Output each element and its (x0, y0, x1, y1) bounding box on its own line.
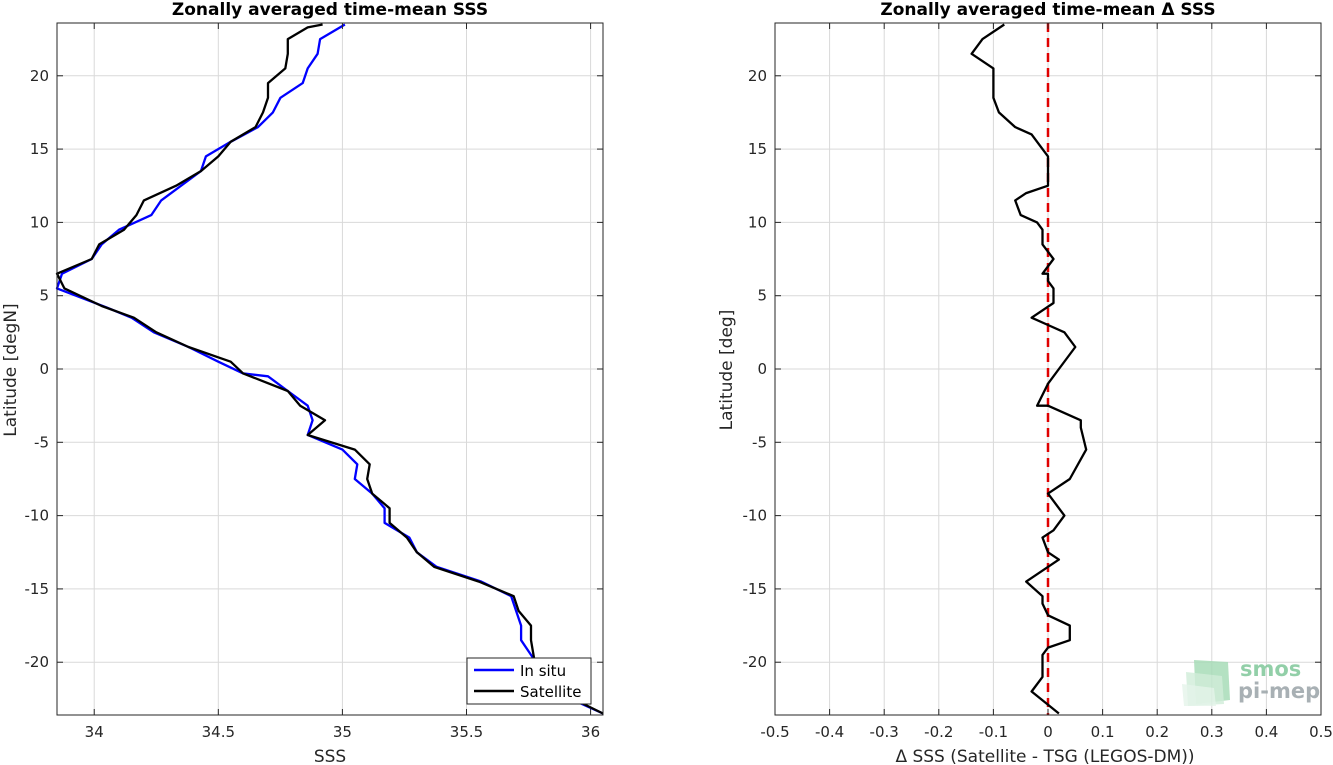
logo-text-smos: smos (1240, 657, 1301, 681)
right-x-ticks: -0.5 -0.4 -0.3 -0.2 -0.1 0 0.1 0.2 0.3 0.4 0.5 (760, 23, 1333, 741)
y-tick-label: -20 (743, 653, 768, 671)
y-tick-label: 10 (30, 213, 49, 231)
legend-label-in-situ: In situ (520, 662, 566, 680)
y-tick-label: 5 (39, 287, 49, 305)
y-tick-label: 0 (757, 360, 767, 378)
right-y-axis-label: Latitude [deg] (717, 310, 737, 431)
left-x-axis-label: SSS (314, 747, 346, 765)
right-panel: -0.5 -0.4 -0.3 -0.2 -0.1 0 0.1 0.2 0.3 0.4 0.5 -20… (717, 0, 1333, 765)
x-tick-label: -0.4 (815, 723, 844, 741)
right-chart-title: Zonally averaged time-mean Δ SSS (880, 0, 1215, 20)
x-tick-label: 0.3 (1200, 723, 1224, 741)
right-y-ticks: -20 -15 -10 -5 0 5 10 15 20 (743, 67, 1321, 671)
x-tick-label: 35.5 (450, 723, 483, 741)
y-tick-label: -20 (25, 653, 50, 671)
x-tick-label: 0 (1043, 723, 1053, 741)
x-tick-label: 34.5 (202, 723, 235, 741)
x-tick-label: -0.5 (760, 723, 789, 741)
x-tick-label: -0.2 (924, 723, 953, 741)
y-tick-label: 20 (30, 67, 49, 85)
y-tick-label: 20 (748, 67, 767, 85)
series-line (970, 23, 1088, 715)
x-tick-label: 36 (581, 723, 600, 741)
right-x-axis-label: Δ SSS (Satellite - TSG (LEGOS-DM)) (895, 747, 1194, 765)
legend-label-satellite: Satellite (520, 683, 581, 701)
left-y-ticks: -20 -15 -10 -5 0 5 10 15 20 (25, 67, 603, 671)
left-y-axis-label: Latitude [degN] (1, 303, 21, 436)
left-panel: 34 34.5 35 35.5 36 -20 -15 -10 -5 0 5 10 15 20 Zonal… (1, 0, 604, 765)
legend-box (466, 657, 592, 705)
left-x-ticks: 34 34.5 35 35.5 36 (85, 23, 600, 741)
y-tick-label: -15 (743, 580, 768, 598)
y-tick-label: -15 (25, 580, 50, 598)
x-tick-label: 35 (333, 723, 352, 741)
y-tick-label: 0 (39, 360, 49, 378)
x-tick-label: 0.4 (1254, 723, 1278, 741)
y-tick-label: 15 (748, 140, 767, 158)
logo-text-pi-mep: pi-mep (1238, 679, 1320, 703)
left-series-lines (55, 23, 604, 715)
series-line-satellite (55, 23, 604, 715)
x-tick-label: 0.2 (1145, 723, 1169, 741)
x-tick-label: 0.5 (1309, 723, 1333, 741)
y-tick-label: 15 (30, 140, 49, 158)
left-chart-title: Zonally averaged time-mean SSS (172, 0, 488, 20)
y-tick-label: -10 (743, 507, 768, 525)
x-tick-label: 0.1 (1091, 723, 1115, 741)
right-series-lines (970, 23, 1088, 715)
smos-pi-mep-logo: smos pi-mep (1182, 657, 1320, 706)
y-tick-label: 5 (757, 287, 767, 305)
y-tick-label: -5 (34, 433, 49, 451)
left-grid (57, 23, 603, 715)
x-tick-label: -0.3 (870, 723, 899, 741)
y-tick-label: -10 (25, 507, 50, 525)
y-tick-label: -5 (752, 433, 767, 451)
legend: In situ Satellite (466, 657, 592, 705)
y-tick-label: 10 (748, 213, 767, 231)
x-tick-label: 34 (85, 723, 104, 741)
x-tick-label: -0.1 (979, 723, 1008, 741)
